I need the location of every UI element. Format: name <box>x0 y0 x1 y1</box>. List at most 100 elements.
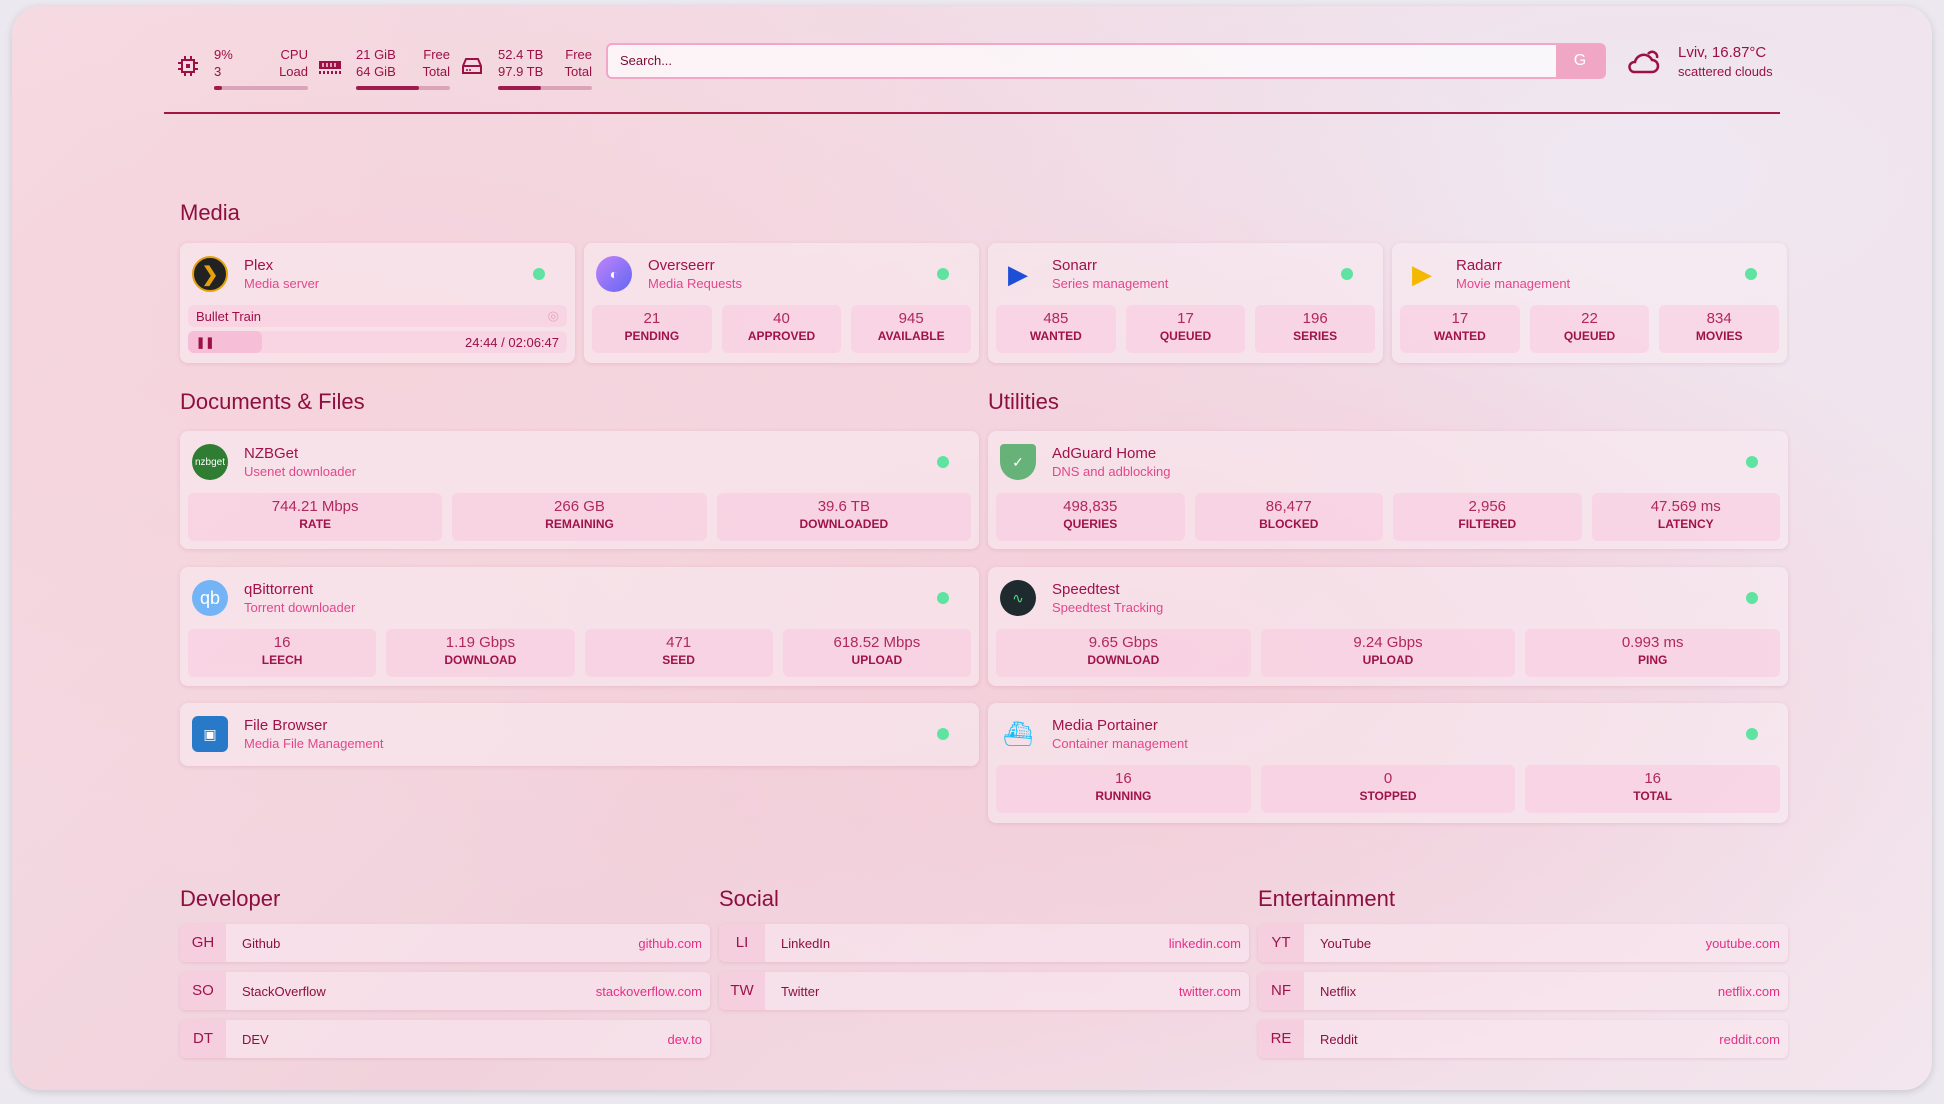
bookmark-netflix[interactable]: NF Netflix netflix.com <box>1258 972 1788 1010</box>
stat-block: 945 AVAILABLE <box>851 305 972 353</box>
stat-block: 40 APPROVED <box>721 305 842 353</box>
stat-value: 196 <box>1302 310 1328 327</box>
stat-label: WANTED <box>1433 329 1486 343</box>
service-name[interactable]: Overseerr <box>648 257 715 274</box>
status-indicator <box>1746 456 1758 468</box>
stat-value: 498,835 <box>1063 498 1118 515</box>
stat-value: 266 GB <box>554 498 605 515</box>
stat-block: 1.19 Gbps DOWNLOAD <box>386 629 575 677</box>
stat-label: DOWNLOAD <box>1087 653 1160 667</box>
stat-value: 618.52 Mbps <box>833 634 921 651</box>
bookmark-url: github.com <box>638 935 702 951</box>
service-name[interactable]: Plex <box>244 257 274 274</box>
card-header: ✓ AdGuard Home DNS and adblocking <box>996 431 1780 493</box>
cloud-icon <box>1628 50 1660 73</box>
bookmark-url: netflix.com <box>1717 983 1780 999</box>
disk-icon <box>460 54 484 83</box>
bookmark-reddit[interactable]: RE Reddit reddit.com <box>1258 1020 1788 1058</box>
stat-value: 16 <box>273 634 291 651</box>
stat-block: 2,956 FILTERED <box>1393 493 1582 541</box>
stat-block: 9.24 Gbps UPLOAD <box>1260 629 1516 677</box>
qbittorrent-card[interactable]: qb qBittorrent Torrent downloader 16 LEECH 1.… <box>180 567 979 686</box>
search-provider-button[interactable]: G <box>1556 45 1604 77</box>
card-header: ❯ Plex Media server <box>188 243 567 305</box>
stat-value: 86,477 <box>1265 498 1312 515</box>
pause-button[interactable]: ❚❚ <box>196 336 215 349</box>
memory-text: 21 GiB 64 GiB Free Total <box>356 46 450 80</box>
stat-label: UPLOAD <box>851 653 903 667</box>
weather-condition: scattered clouds <box>1678 64 1773 79</box>
cpu-usage-fill <box>214 86 223 90</box>
weather-location-temp: Lviv, 16.87°C <box>1678 44 1767 61</box>
bookmark-youtube[interactable]: YT YouTube youtube.com <box>1258 924 1788 962</box>
memory-label2: Total <box>422 64 450 79</box>
service-name[interactable]: Media Portainer <box>1052 717 1158 734</box>
bookmark-abbr-icon: TW <box>719 972 765 1010</box>
service-name[interactable]: File Browser <box>244 717 328 734</box>
card-titles: Radarr Movie management <box>1456 257 1570 291</box>
memory-usage-fill <box>356 86 419 90</box>
service-name[interactable]: qBittorrent <box>244 581 314 598</box>
disk-stats: 52.4 TB 97.9 TB Free Total <box>498 46 592 90</box>
bookmark-url: youtube.com <box>1705 935 1780 951</box>
resource-cpu: 9% 3 CPU Load <box>176 46 308 90</box>
stat-label: AVAILABLE <box>877 329 945 343</box>
service-name[interactable]: Radarr <box>1456 257 1502 274</box>
speedtest-icon: ∿ <box>1000 580 1036 616</box>
card-titles: Media Portainer Container management <box>1052 717 1188 751</box>
stat-block: 834 MOVIES <box>1659 305 1780 353</box>
card-titles: Overseerr Media Requests <box>648 257 742 291</box>
weather-widget[interactable]: Lviv, 16.87°C scattered clouds <box>1626 44 1773 79</box>
bookmark-url: twitter.com <box>1178 983 1241 999</box>
speedtest-card[interactable]: ∿ Speedtest Speedtest Tracking 9.65 Gbps DOW… <box>988 567 1788 686</box>
playback-time: 24:44 / 02:06:47 <box>465 334 559 350</box>
bookmark-name: DEV <box>242 1031 269 1047</box>
disk-label1: Free <box>565 47 592 62</box>
service-description: Container management <box>1052 736 1188 751</box>
card-titles: Speedtest Speedtest Tracking <box>1052 581 1163 615</box>
bookmark-dev[interactable]: DT DEV dev.to <box>180 1020 710 1058</box>
stat-block: 47.569 ms LATENCY <box>1591 493 1780 541</box>
card-header: ▣ File Browser Media File Management <box>188 703 971 765</box>
nzbget-card[interactable]: nzbget NZBGet Usenet downloader 744.21 Mbps… <box>180 431 979 549</box>
stat-value: 0.993 ms <box>1621 634 1684 651</box>
search-input[interactable]: Search... G <box>606 43 1606 79</box>
adguard-card[interactable]: ✓ AdGuard Home DNS and adblocking 498,835 QU… <box>988 431 1788 549</box>
stat-value: 47.569 ms <box>1650 498 1721 515</box>
bookmark-name: YouTube <box>1320 935 1372 951</box>
bookmark-twitter[interactable]: TW Twitter twitter.com <box>719 972 1249 1010</box>
bookmark-url: stackoverflow.com <box>595 983 702 999</box>
cpu-usage-bar <box>214 86 308 90</box>
sonarr-card[interactable]: ▶ Sonarr Series management 485 WANTED 17 QUEUE… <box>988 243 1383 363</box>
stat-label: LEECH <box>261 653 303 667</box>
stat-block: 9.65 Gbps DOWNLOAD <box>996 629 1251 677</box>
bookmark-name: Reddit <box>1320 1031 1358 1047</box>
stat-label: PING <box>1638 653 1668 667</box>
position: 24:44 <box>465 334 498 350</box>
card-header: ▶ Sonarr Series management <box>996 243 1375 305</box>
service-stats: 21 PENDING 40 APPROVED 945 AVAILABLE <box>592 305 972 353</box>
plex-card[interactable]: ❯ Plex Media server Bullet Train ◎ ❚❚ 24:44 / … <box>180 243 575 363</box>
service-name[interactable]: Speedtest <box>1052 581 1120 598</box>
bookmark-github[interactable]: GH Github github.com <box>180 924 710 962</box>
filebrowser-card[interactable]: ▣ File Browser Media File Management <box>180 703 979 766</box>
stat-label: DOWNLOADED <box>799 517 889 531</box>
overseerr-card[interactable]: ◐ Overseerr Media Requests 21 PENDING 40 APPRO… <box>584 243 979 363</box>
status-indicator <box>937 456 949 468</box>
service-name[interactable]: NZBGet <box>244 445 299 462</box>
bookmark-url: dev.to <box>667 1031 702 1047</box>
stat-label: QUEUED <box>1159 329 1212 343</box>
service-name[interactable]: AdGuard Home <box>1052 445 1157 462</box>
service-description: Series management <box>1052 276 1169 291</box>
bookmark-abbr-icon: NF <box>1258 972 1304 1010</box>
resource-memory: 21 GiB 64 GiB Free Total <box>318 46 450 90</box>
bookmark-stackoverflow[interactable]: SO StackOverflow stackoverflow.com <box>180 972 710 1010</box>
card-header: qb qBittorrent Torrent downloader <box>188 567 971 629</box>
service-stats: 498,835 QUERIES 86,477 BLOCKED 2,956 FILTERED… <box>996 493 1780 541</box>
radarr-card[interactable]: ▶ Radarr Movie management 17 WANTED 22 QUEUED 8… <box>1392 243 1787 363</box>
service-name[interactable]: Sonarr <box>1052 257 1098 274</box>
disk-label2: Total <box>564 64 592 79</box>
portainer-card[interactable]: ⛴ Media Portainer Container management 16 RU… <box>988 703 1788 823</box>
bookmark-linkedin[interactable]: LI LinkedIn linkedin.com <box>719 924 1249 962</box>
card-header: nzbget NZBGet Usenet downloader <box>188 431 971 493</box>
